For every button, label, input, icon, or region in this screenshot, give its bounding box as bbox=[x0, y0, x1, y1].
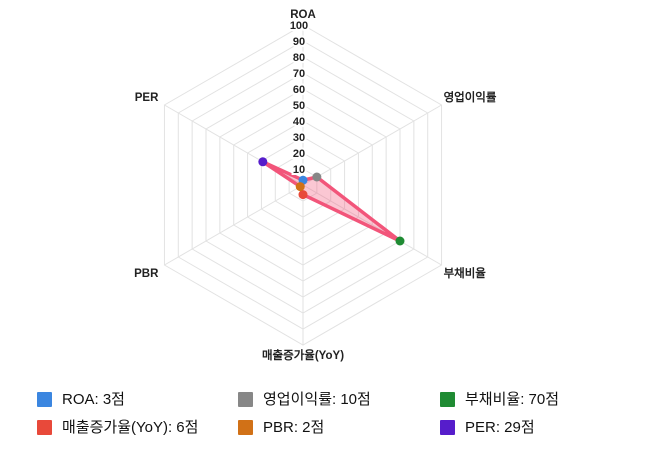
axis-label-operating-margin: 영업이익률 bbox=[444, 90, 497, 104]
legend-swatch-roa bbox=[37, 392, 52, 407]
legend-item-debt-ratio: 부채비율: 70점 bbox=[440, 392, 637, 407]
legend-item-operating-margin: 영업이익률: 10점 bbox=[238, 392, 440, 407]
legend-label-revenue-growth-yoy: 매출증가율(YoY): 6점 bbox=[62, 419, 199, 436]
data-point-revenue-growth-yoy bbox=[298, 190, 308, 200]
data-point-pbr bbox=[295, 182, 305, 192]
tick-label-90: 90 bbox=[293, 36, 305, 48]
axis-spoke-operating-margin bbox=[302, 104, 442, 186]
axis-label-per: PER bbox=[135, 92, 159, 104]
tick-label-30: 30 bbox=[293, 132, 305, 144]
tick-label-40: 40 bbox=[293, 116, 305, 128]
legend-label-debt-ratio: 부채비율: 70점 bbox=[465, 391, 560, 408]
tick-label-70: 70 bbox=[293, 68, 305, 80]
legend-label-operating-margin: 영업이익률: 10점 bbox=[263, 391, 371, 408]
tick-label-10: 10 bbox=[293, 164, 305, 176]
legend-item-roa: ROA: 3점 bbox=[37, 392, 238, 407]
legend-swatch-operating-margin bbox=[238, 392, 253, 407]
tick-label-20: 20 bbox=[293, 148, 305, 160]
axis-spoke-pbr bbox=[164, 184, 304, 266]
legend-item-pbr: PBR: 2점 bbox=[238, 420, 440, 435]
tick-labels: 10 20 30 40 50 60 70 80 90 100 bbox=[288, 18, 310, 178]
legend-swatch-per bbox=[440, 420, 455, 435]
tick-label-100: 100 bbox=[290, 20, 308, 32]
data-point-operating-margin bbox=[312, 172, 322, 182]
legend-item-revenue-growth-yoy: 매출증가율(YoY): 6점 bbox=[37, 420, 238, 435]
legend-label-per: PER: 29점 bbox=[465, 419, 535, 436]
tick-label-80: 80 bbox=[293, 52, 305, 64]
tick-label-60: 60 bbox=[293, 84, 305, 96]
data-point-per bbox=[258, 157, 268, 167]
axis-label-pbr: PBR bbox=[134, 268, 159, 280]
axis-label-debt-ratio: 부채비율 bbox=[444, 266, 487, 280]
legend-swatch-pbr bbox=[238, 420, 253, 435]
legend-swatch-revenue-growth-yoy bbox=[37, 420, 52, 435]
legend-label-pbr: PBR: 2점 bbox=[263, 419, 325, 436]
legend-swatch-debt-ratio bbox=[440, 392, 455, 407]
axis-label-roa: ROA bbox=[290, 9, 316, 21]
axis-label-revenue-growth-yoy: 매출증가율(YoY) bbox=[262, 348, 344, 362]
data-polygon bbox=[261, 160, 402, 243]
axis-spoke-debt-ratio bbox=[302, 184, 442, 266]
tick-label-50: 50 bbox=[293, 100, 305, 112]
legend-item-per: PER: 29점 bbox=[440, 420, 637, 435]
data-point-debt-ratio bbox=[395, 236, 405, 246]
legend-label-roa: ROA: 3점 bbox=[62, 391, 125, 408]
chart-legend: ROA: 3점 영업이익률: 10점 부채비율: 70점 매출증가율(YoY):… bbox=[37, 392, 637, 435]
axis-spokes bbox=[164, 25, 442, 345]
